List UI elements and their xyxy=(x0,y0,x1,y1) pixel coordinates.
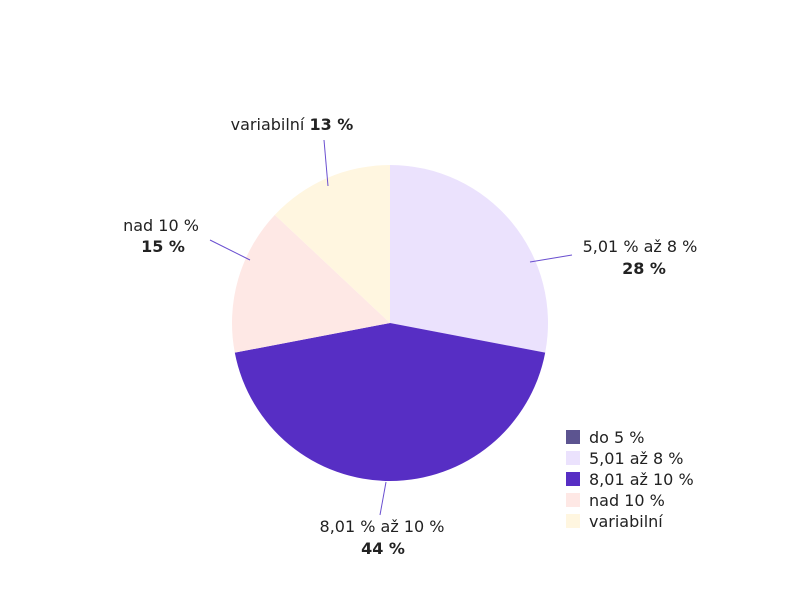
leader-line xyxy=(379,481,387,516)
legend-label: do 5 % xyxy=(589,428,645,447)
pie-slice xyxy=(234,323,546,482)
leader-line xyxy=(323,139,329,187)
pie-slice xyxy=(390,165,549,353)
slice-value: 44 % xyxy=(361,539,405,558)
leader-line xyxy=(529,254,573,263)
legend-swatch xyxy=(566,451,580,465)
slice-value: 28 % xyxy=(622,259,666,278)
slice-name: 5,01 % až 8 % xyxy=(583,237,698,256)
slice-name: 8,01 % až 10 % xyxy=(320,517,445,536)
legend-swatch xyxy=(566,493,580,507)
leader-line xyxy=(209,239,251,261)
legend-label: 5,01 až 8 % xyxy=(589,449,683,468)
slice-value: 13 % xyxy=(309,115,353,134)
pie-slice xyxy=(232,214,390,353)
legend-label: 8,01 až 10 % xyxy=(589,470,694,489)
legend-label: variabilní xyxy=(589,512,663,531)
slice-label: variabilní 13 % xyxy=(231,115,354,134)
legend-label: nad 10 % xyxy=(589,491,665,510)
legend-swatch xyxy=(566,514,580,528)
pie-slice xyxy=(274,165,390,323)
legend-swatch xyxy=(566,472,580,486)
legend-swatch xyxy=(566,430,580,444)
slice-name: nad 10 % xyxy=(123,216,199,235)
slice-name: variabilní xyxy=(231,115,305,134)
slice-value: 15 % xyxy=(141,237,185,256)
